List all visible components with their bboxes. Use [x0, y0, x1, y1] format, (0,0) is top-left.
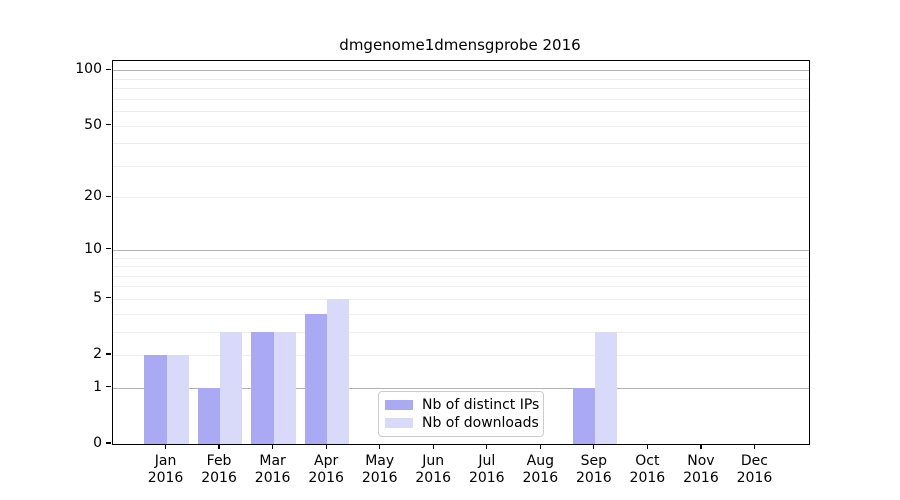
x-tick-year: 2016 [683, 470, 719, 486]
x-tick-mark [593, 444, 595, 449]
x-tick-mark [218, 444, 220, 449]
x-tick-mark [379, 444, 381, 449]
legend: Nb of distinct IPs Nb of downloads [378, 391, 544, 437]
y-tick-mark [106, 195, 111, 197]
x-tick-year: 2016 [629, 470, 666, 486]
y-tick-mark [106, 123, 111, 126]
y-gridline-minor [113, 257, 809, 259]
y-gridline-minor [113, 197, 809, 199]
x-tick-year: 2016 [415, 470, 452, 486]
x-tick-year: 2016 [576, 470, 612, 486]
x-tick-label: Jul 2016 [455, 453, 519, 487]
x-tick-label: Mar 2016 [241, 453, 305, 487]
x-tick-label: Feb 2016 [187, 453, 251, 487]
x-tick-label: Sep 2016 [562, 453, 626, 487]
x-tick-year: 2016 [201, 470, 237, 486]
y-gridline-major [113, 249, 809, 251]
y-tick-label: 100 [75, 61, 102, 78]
x-tick-mark [432, 444, 434, 449]
x-tick-label: Dec 2016 [722, 453, 786, 487]
x-tick-mark [272, 444, 274, 449]
x-tick-label: Nov 2016 [669, 453, 733, 487]
y-tick-label: 5 [93, 289, 102, 306]
y-gridline-minor [113, 266, 809, 268]
y-gridline-major [113, 70, 809, 72]
x-tick-label: Oct 2016 [615, 453, 679, 487]
y-gridline-minor [113, 313, 809, 315]
x-tick-year: 2016 [147, 470, 184, 486]
bar-distinct-ips [304, 313, 328, 444]
y-gridline-minor [113, 355, 809, 357]
x-tick-label: May 2016 [348, 453, 412, 487]
y-tick-label: 50 [84, 116, 102, 133]
x-tick-year: 2016 [254, 470, 291, 486]
bar-distinct-ips [197, 387, 221, 444]
y-tick-label: 10 [84, 240, 102, 257]
y-gridline-minor [113, 111, 809, 113]
bar-downloads [220, 331, 243, 444]
y-tick-label: 20 [84, 188, 102, 205]
legend-swatch-distinct-ips [385, 400, 413, 410]
y-tick-mark [106, 248, 111, 250]
y-gridline-minor [113, 275, 809, 277]
y-tick-label: 2 [93, 346, 102, 363]
x-tick-label: Jan 2016 [134, 453, 198, 487]
x-tick-year: 2016 [522, 470, 559, 486]
legend-entry-distinct-ips: Nb of distinct IPs [385, 397, 540, 413]
y-gridline-minor [113, 125, 809, 127]
y-tick-mark [106, 297, 111, 299]
y-tick-label: 0 [93, 435, 102, 451]
x-tick-label: Jun 2016 [401, 453, 465, 487]
y-gridline-minor [113, 165, 809, 167]
x-tick-mark [486, 444, 488, 449]
x-tick-mark [325, 444, 327, 449]
x-tick-year: 2016 [361, 470, 398, 486]
bar-downloads [273, 331, 296, 444]
x-tick-mark [700, 444, 702, 449]
legend-swatch-downloads [385, 418, 413, 428]
y-gridline-minor [113, 286, 809, 288]
x-tick-year: 2016 [308, 470, 344, 486]
bar-downloads [594, 331, 618, 444]
x-tick-mark [646, 444, 648, 449]
x-tick-year: 2016 [468, 470, 505, 486]
chart-title: dmgenome1dmensgprobe 2016 [339, 36, 581, 54]
bar-distinct-ips [572, 387, 595, 444]
bar-distinct-ips [144, 355, 167, 444]
y-gridline-minor [113, 88, 809, 90]
legend-label-distinct-ips: Nb of distinct IPs [422, 397, 540, 413]
x-tick-mark [753, 444, 756, 449]
bar-downloads [327, 298, 350, 444]
legend-entry-downloads: Nb of downloads [385, 415, 539, 431]
y-tick-mark [106, 353, 111, 355]
legend-label-downloads: Nb of downloads [422, 415, 539, 431]
x-tick-label: Apr 2016 [294, 453, 358, 487]
y-gridline-minor [113, 78, 809, 80]
y-tick-mark [106, 386, 111, 388]
bar-distinct-ips [251, 331, 274, 444]
y-tick-label: 1 [93, 378, 102, 395]
x-tick-mark [539, 444, 541, 449]
x-tick-label: Aug 2016 [508, 453, 572, 487]
y-gridline-minor [113, 98, 809, 100]
y-gridline-minor [113, 298, 809, 300]
y-gridline-major [113, 387, 809, 389]
x-tick-mark [164, 444, 167, 449]
plot-area [112, 60, 810, 445]
bar-downloads [166, 355, 189, 444]
x-tick-year: 2016 [736, 470, 773, 486]
y-gridline-minor [113, 143, 809, 145]
y-tick-mark [106, 442, 111, 444]
y-gridline-minor [113, 331, 809, 333]
y-tick-mark [106, 68, 111, 70]
